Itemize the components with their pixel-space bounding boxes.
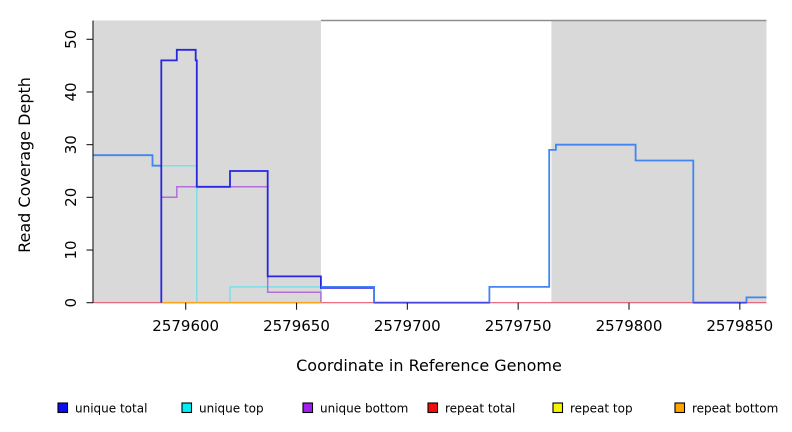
x-tick-label: 2579650 bbox=[263, 317, 330, 335]
legend-label: repeat top bbox=[570, 402, 633, 416]
legend-swatch-unique-bottom bbox=[302, 402, 314, 414]
legend-item-unique-total: unique total bbox=[57, 402, 147, 416]
legend-swatch-repeat-bottom bbox=[674, 402, 686, 414]
y-tick-label: 10 bbox=[62, 240, 80, 259]
legend-label: unique top bbox=[199, 402, 264, 416]
series-line-unique-total bbox=[160, 48, 375, 303]
x-tick-label: 2579700 bbox=[374, 317, 441, 335]
legend-item-repeat-top: repeat top bbox=[552, 402, 633, 416]
y-tick-label: 20 bbox=[62, 188, 80, 207]
highlight-regions bbox=[92, 20, 767, 303]
repeat-region-highlight bbox=[551, 20, 767, 303]
legend-swatch-repeat-total bbox=[427, 402, 439, 414]
x-tick-label: 2579850 bbox=[706, 317, 773, 335]
series-lines bbox=[92, 48, 767, 304]
legend-label: repeat bottom bbox=[692, 402, 778, 416]
legend-swatch-repeat-top bbox=[552, 402, 564, 414]
legend-item-repeat-total: repeat total bbox=[427, 402, 515, 416]
legend-swatch-unique-top bbox=[181, 402, 193, 414]
y-tick-label: 30 bbox=[62, 135, 80, 154]
repeat-region-highlight bbox=[92, 20, 321, 303]
y-tick-label: 50 bbox=[62, 30, 80, 49]
y-axis: 0 10 20 30 40 50 bbox=[62, 20, 94, 308]
legend-item-unique-bottom: unique bottom bbox=[302, 402, 408, 416]
series-line-total-left bbox=[92, 154, 162, 167]
x-axis-title: Coordinate in Reference Genome bbox=[296, 356, 562, 375]
x-axis: 2579600 2579650 2579700 2579750 2579800 25798… bbox=[152, 302, 773, 335]
legend-swatch-unique-total bbox=[57, 402, 69, 414]
y-tick-label: 40 bbox=[62, 82, 80, 101]
x-tick-label: 2579750 bbox=[485, 317, 552, 335]
y-tick-label: 0 bbox=[62, 298, 80, 308]
legend-label: repeat total bbox=[445, 402, 515, 416]
legend-item-repeat-bottom: repeat bottom bbox=[674, 402, 778, 416]
legend-label: unique total bbox=[75, 402, 147, 416]
x-tick-label: 2579800 bbox=[596, 317, 663, 335]
y-axis-title: Read Coverage Depth bbox=[15, 77, 34, 253]
legend: unique total unique top unique bottom repea… bbox=[57, 402, 778, 416]
legend-label: unique bottom bbox=[320, 402, 408, 416]
legend-item-unique-top: unique top bbox=[181, 402, 264, 416]
x-tick-label: 2579600 bbox=[152, 317, 219, 335]
